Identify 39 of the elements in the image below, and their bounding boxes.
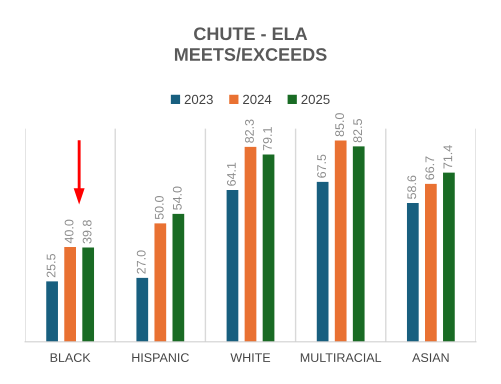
data-label: 64.1 bbox=[226, 162, 236, 186]
data-label: 50.0 bbox=[154, 196, 164, 220]
bar bbox=[334, 140, 347, 342]
bar bbox=[406, 202, 419, 342]
data-label: 67.5 bbox=[317, 154, 326, 178]
bar bbox=[46, 281, 58, 342]
data-label: 71.4 bbox=[444, 145, 452, 168]
x-tick-label: HISPANIC bbox=[132, 353, 189, 362]
bar bbox=[136, 278, 148, 342]
data-label: 82.5 bbox=[353, 119, 362, 142]
data-label: 85.0 bbox=[335, 113, 344, 136]
data-label: 39.8 bbox=[82, 220, 92, 244]
data-label: 40.0 bbox=[64, 220, 74, 244]
legend-label: 2023 bbox=[184, 94, 213, 104]
bar bbox=[154, 223, 166, 342]
bar bbox=[262, 154, 274, 342]
data-label: 27.0 bbox=[136, 250, 146, 274]
data-label: 66.7 bbox=[425, 156, 434, 180]
legend-label: 2024 bbox=[243, 94, 272, 104]
data-label: 25.5 bbox=[46, 254, 56, 278]
x-tick-label: BLACK bbox=[50, 353, 90, 362]
x-tick-label: ASIAN bbox=[412, 353, 449, 362]
data-label: 79.1 bbox=[263, 127, 272, 150]
chart-title: CHUTE - ELA MEETS/EXCEEDS bbox=[174, 27, 327, 62]
data-label: 54.0 bbox=[172, 186, 182, 210]
bar bbox=[316, 182, 329, 342]
x-tick-label: MULTIRACIAL bbox=[300, 353, 382, 362]
bar bbox=[352, 146, 365, 342]
x-tick-label: WHITE bbox=[230, 353, 270, 362]
bar bbox=[226, 190, 238, 342]
bar bbox=[425, 184, 437, 342]
bar bbox=[82, 248, 94, 342]
bar bbox=[172, 214, 184, 342]
data-label: 82.3 bbox=[245, 120, 254, 143]
bar bbox=[244, 146, 256, 342]
legend-label: 2025 bbox=[301, 94, 330, 104]
data-label: 58.6 bbox=[407, 176, 416, 199]
bar bbox=[443, 172, 455, 342]
bar bbox=[64, 247, 76, 342]
